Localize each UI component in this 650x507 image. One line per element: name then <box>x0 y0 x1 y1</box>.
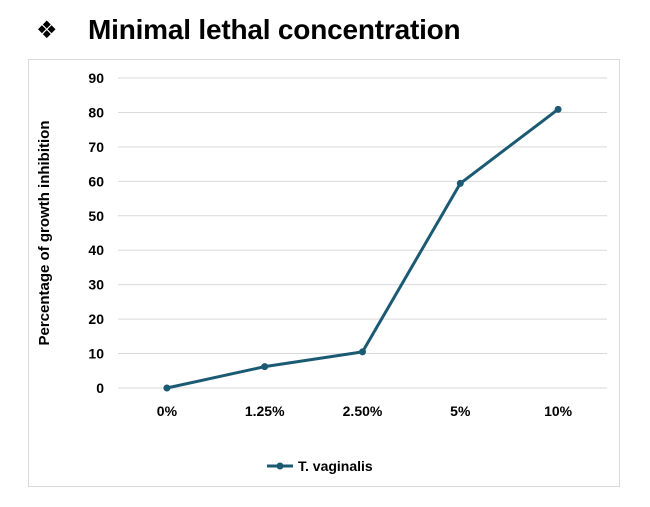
y-tick-label: 80 <box>88 104 104 120</box>
line-chart: 0 10 20 30 40 50 60 70 80 90 0% 1.25% 2.50% 5% 10% Perc… <box>36 70 607 474</box>
y-tick-label: 60 <box>88 173 104 189</box>
y-tick-label: 30 <box>88 277 104 293</box>
page-title: Minimal lethal concentration <box>88 14 461 45</box>
series-line <box>166 108 560 390</box>
legend-marker <box>276 462 284 470</box>
x-tick-label: 10% <box>544 403 573 419</box>
data-point <box>456 179 464 187</box>
y-tick-label: 50 <box>88 208 104 224</box>
chart-frame: 0 10 20 30 40 50 60 70 80 90 0% 1.25% 2.50% 5% 10% Perc… <box>28 59 620 487</box>
y-tick-label: 20 <box>88 311 104 327</box>
x-tick-label: 5% <box>450 403 471 419</box>
y-tick-label: 70 <box>88 139 104 155</box>
y-axis-title: Percentage of growth inhibition <box>36 121 53 346</box>
data-point <box>261 363 269 371</box>
x-tick-label: 2.50% <box>343 403 383 419</box>
data-point <box>359 348 366 356</box>
legend-label: T. vaginalis <box>298 458 373 474</box>
y-tick-label: 10 <box>88 346 104 362</box>
y-tick-label: 90 <box>88 70 104 86</box>
x-tick-label: 1.25% <box>245 403 285 419</box>
y-tick-label: 0 <box>96 380 104 396</box>
y-tick-label: 40 <box>88 242 104 258</box>
x-tick-label: 0% <box>157 403 178 419</box>
data-point <box>554 105 562 113</box>
diamond-bullet-icon: ❖ <box>36 16 58 44</box>
data-point <box>163 384 171 392</box>
slide-title: ❖ Minimal lethal concentration <box>36 8 461 52</box>
